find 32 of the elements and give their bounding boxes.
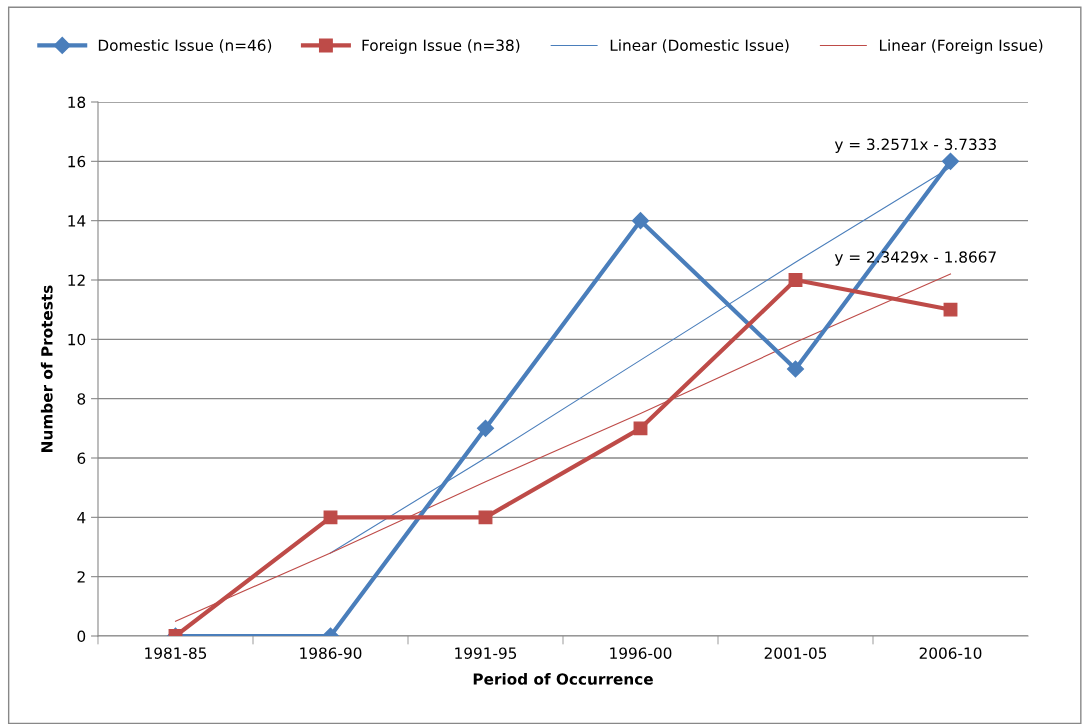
y-axis-title: Number of Protests bbox=[40, 285, 53, 452]
legend-label: Linear (Domestic Issue) bbox=[610, 39, 789, 53]
y-tick-label: 18 bbox=[68, 96, 86, 109]
y-tick-label: 14 bbox=[68, 215, 86, 227]
y-tick-label: 0 bbox=[77, 630, 86, 643]
point bbox=[633, 421, 648, 436]
point bbox=[788, 273, 803, 287]
x-axis-title: Period of Occurrence bbox=[473, 673, 653, 685]
x-tick-label: 1986-90 bbox=[300, 647, 362, 659]
point bbox=[631, 212, 650, 230]
y-tick-label: 8 bbox=[77, 393, 86, 405]
point bbox=[941, 152, 960, 170]
y-tick-label: 4 bbox=[77, 512, 86, 524]
y-tick-label: 2 bbox=[77, 571, 85, 583]
legend-label: Domestic Issue (n=46) bbox=[98, 39, 272, 53]
x-tick-label: 2001-05 bbox=[764, 647, 827, 659]
point bbox=[478, 510, 493, 525]
y-tick-label: 12 bbox=[68, 274, 85, 286]
y-tick-label: 10 bbox=[68, 333, 86, 346]
point bbox=[476, 419, 495, 437]
x-tick-label: 1981-85 bbox=[145, 647, 207, 659]
point bbox=[323, 510, 338, 525]
point bbox=[943, 302, 958, 317]
annotation: y = 3.2571x - 3.7333 bbox=[834, 138, 996, 153]
legend-label: Linear (Foreign Issue) bbox=[880, 39, 1043, 54]
y-tick-label: 16 bbox=[68, 155, 86, 168]
x-tick-label: 1996-00 bbox=[610, 647, 672, 659]
y-tick-label: 6 bbox=[77, 452, 86, 465]
point bbox=[786, 360, 805, 378]
x-tick-label: 2006-10 bbox=[919, 647, 982, 659]
x-tick-label: 1991-95 bbox=[455, 647, 517, 659]
legend-label: Foreign Issue (n=38) bbox=[362, 39, 520, 54]
